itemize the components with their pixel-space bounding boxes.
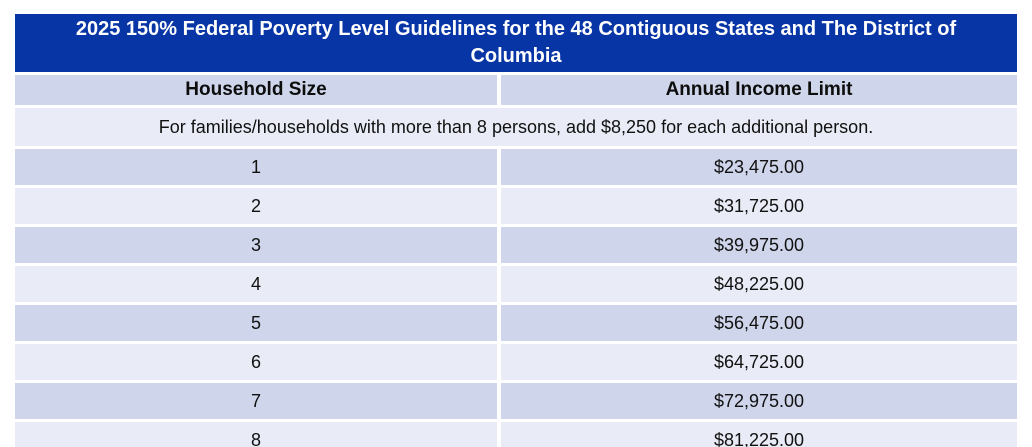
table-row: 8 $81,225.00 xyxy=(15,422,1017,447)
annual-income-cell: $72,975.00 xyxy=(501,383,1017,419)
household-size-cell: 4 xyxy=(15,266,498,302)
household-size-cell: 3 xyxy=(15,227,498,263)
table-row: 7 $72,975.00 xyxy=(15,383,1017,419)
household-size-cell: 6 xyxy=(15,344,498,380)
table-row: 5 $56,475.00 xyxy=(15,305,1017,341)
annual-income-cell: $64,725.00 xyxy=(501,344,1017,380)
household-size-cell: 2 xyxy=(15,188,498,224)
note-row: For families/households with more than 8… xyxy=(15,108,1017,146)
annual-income-cell: $48,225.00 xyxy=(501,266,1017,302)
column-header-household-size: Household Size xyxy=(15,75,498,105)
additional-person-note: For families/households with more than 8… xyxy=(15,108,1017,146)
annual-income-cell: $23,475.00 xyxy=(501,149,1017,185)
annual-income-cell: $39,975.00 xyxy=(501,227,1017,263)
table-row: 3 $39,975.00 xyxy=(15,227,1017,263)
column-header-row: Household Size Annual Income Limit xyxy=(15,75,1017,105)
annual-income-cell: $81,225.00 xyxy=(501,422,1017,447)
title-row: 2025 150% Federal Poverty Level Guidelin… xyxy=(15,14,1017,72)
column-header-annual-income-limit: Annual Income Limit xyxy=(501,75,1017,105)
table-row: 4 $48,225.00 xyxy=(15,266,1017,302)
household-size-cell: 5 xyxy=(15,305,498,341)
table-row: 6 $64,725.00 xyxy=(15,344,1017,380)
table-title: 2025 150% Federal Poverty Level Guidelin… xyxy=(15,14,1017,72)
table-row: 1 $23,475.00 xyxy=(15,149,1017,185)
annual-income-cell: $56,475.00 xyxy=(501,305,1017,341)
household-size-cell: 7 xyxy=(15,383,498,419)
household-size-cell: 8 xyxy=(15,422,498,447)
table-row: 2 $31,725.00 xyxy=(15,188,1017,224)
annual-income-cell: $31,725.00 xyxy=(501,188,1017,224)
household-size-cell: 1 xyxy=(15,149,498,185)
fpl-guidelines-table: 2025 150% Federal Poverty Level Guidelin… xyxy=(11,11,1021,447)
